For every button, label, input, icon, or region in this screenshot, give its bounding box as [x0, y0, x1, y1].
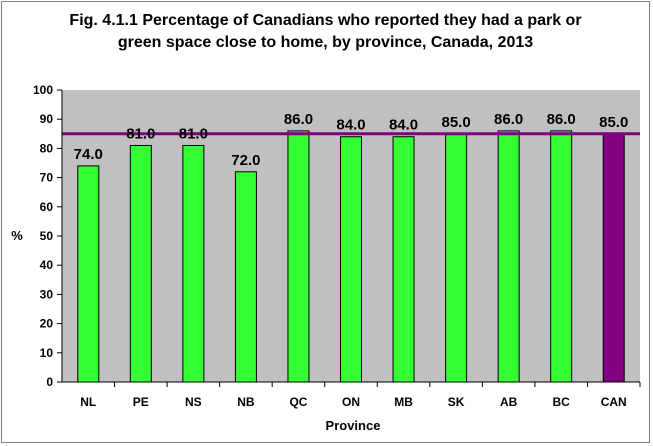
bar-bc	[550, 130, 573, 383]
x-tick-label-nb: NB	[237, 395, 255, 409]
x-tick-label-sk: SK	[448, 395, 465, 409]
x-tick-label-ab: AB	[500, 395, 518, 409]
bar-sk	[445, 133, 468, 383]
data-label-qc: 86.0	[284, 111, 313, 128]
data-label-sk: 85.0	[441, 114, 470, 131]
bar-can	[602, 133, 625, 383]
y-tick-label-90: 90	[40, 112, 54, 126]
x-axis-label: Province	[326, 418, 381, 433]
data-label-nb: 72.0	[231, 152, 260, 169]
bar-mb	[392, 136, 415, 383]
bar-ns	[182, 144, 205, 383]
y-tick-label-70: 70	[40, 171, 54, 185]
y-tick-label-0: 0	[46, 375, 53, 389]
bar-ab	[497, 130, 520, 383]
data-label-ab: 86.0	[494, 111, 523, 128]
bar-nb	[234, 171, 257, 383]
y-axis-label: %	[11, 228, 23, 243]
bar-nl	[77, 165, 100, 383]
y-tick-label-50: 50	[40, 229, 54, 243]
chart-title-line-1: Fig. 4.1.1 Percentage of Canadians who r…	[69, 12, 582, 29]
data-label-ns: 81.0	[179, 125, 208, 142]
y-tick-label-80: 80	[40, 141, 54, 155]
chart-title: Fig. 4.1.1 Percentage of Canadians who r…	[0, 10, 651, 54]
data-label-bc: 86.0	[547, 111, 576, 128]
data-label-can: 85.0	[599, 114, 628, 131]
y-tick-label-40: 40	[40, 258, 54, 272]
x-tick-label-can: CAN	[601, 395, 627, 409]
bar-pe	[129, 144, 152, 383]
x-tick-label-qc: QC	[289, 395, 307, 409]
y-tick-label-20: 20	[40, 317, 54, 331]
x-tick-label-ns: NS	[185, 395, 202, 409]
data-label-nl: 74.0	[74, 146, 103, 163]
chart-title-line-2: green space close to home, by province, …	[117, 34, 534, 51]
y-tick-label-100: 100	[33, 83, 53, 97]
bar-qc	[287, 130, 310, 383]
data-label-pe: 81.0	[126, 125, 155, 142]
x-tick-label-nl: NL	[80, 395, 96, 409]
data-label-mb: 84.0	[389, 117, 418, 134]
x-tick-label-bc: BC	[553, 395, 571, 409]
y-tick-label-30: 30	[40, 287, 54, 301]
x-tick-label-pe: PE	[133, 395, 149, 409]
x-tick-label-on: ON	[342, 395, 360, 409]
data-label-on: 84.0	[336, 117, 365, 134]
x-tick-label-mb: MB	[394, 395, 413, 409]
y-tick-label-10: 10	[40, 346, 54, 360]
y-tick-label-60: 60	[40, 200, 54, 214]
bar-on	[340, 136, 362, 383]
